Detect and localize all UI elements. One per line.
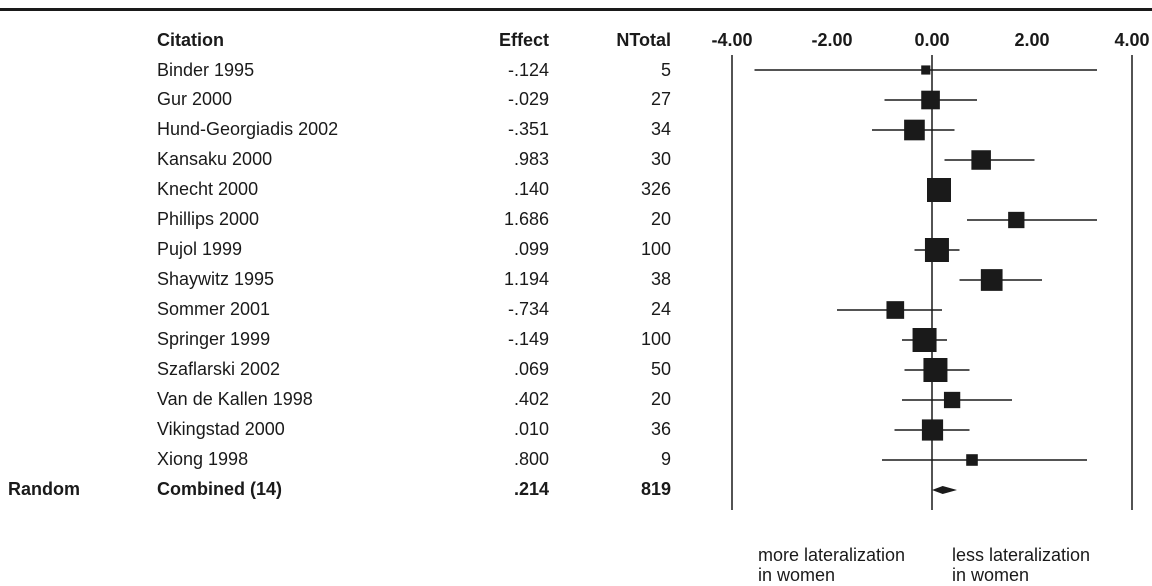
study-effect: -.029 <box>507 89 549 109</box>
study-effect: .010 <box>513 419 549 439</box>
study-effect: 1.194 <box>503 269 549 289</box>
study-ntotal: 9 <box>660 449 671 469</box>
study-citation: Vikingstad 2000 <box>157 419 285 439</box>
study-citation: Gur 2000 <box>157 89 233 109</box>
study-ntotal: 30 <box>650 149 671 169</box>
study-ntotal: 24 <box>650 299 671 319</box>
effect-marker <box>966 454 978 466</box>
study-citation: Springer 1999 <box>157 329 271 349</box>
study-ntotal: 34 <box>650 119 671 139</box>
annotation-left-line: in women <box>758 565 836 585</box>
study-ntotal: 100 <box>640 239 671 259</box>
study-effect: .099 <box>513 239 549 259</box>
study-effect: -.734 <box>507 299 549 319</box>
study-effect: -.124 <box>507 60 549 80</box>
study-citation: Phillips 2000 <box>157 209 260 229</box>
effect-marker <box>886 301 905 319</box>
study-ntotal: 50 <box>650 359 671 379</box>
study-citation: Binder 1995 <box>157 60 255 80</box>
study-effect: .800 <box>513 449 549 469</box>
study-citation: Pujol 1999 <box>157 239 243 259</box>
tick-label: -4.00 <box>711 30 753 50</box>
effect-marker <box>921 90 940 110</box>
effect-marker <box>923 358 948 382</box>
study-ntotal: 38 <box>650 269 671 289</box>
header-citation: Citation <box>157 30 224 50</box>
annotation-right-line: less lateralization <box>952 545 1091 565</box>
combined-citation: Combined (14) <box>157 479 283 499</box>
study-effect: -.149 <box>507 329 549 349</box>
study-effect: 1.686 <box>503 209 549 229</box>
annotation-left: more lateralization in women <box>758 545 905 585</box>
study-ntotal: 20 <box>650 389 671 409</box>
study-effect: -.351 <box>507 119 549 139</box>
top-rule <box>0 8 1152 11</box>
effect-marker <box>927 178 951 202</box>
effect-marker <box>921 65 931 75</box>
effect-marker <box>912 328 937 352</box>
annotation-right: less lateralization in women <box>952 545 1090 585</box>
study-ntotal: 5 <box>660 60 671 80</box>
study-citation: Xiong 1998 <box>157 449 249 469</box>
study-effect: .983 <box>513 149 549 169</box>
study-ntotal: 326 <box>640 179 671 199</box>
effect-marker <box>904 119 925 141</box>
study-ntotal: 27 <box>650 89 671 109</box>
effect-marker <box>921 419 944 441</box>
effect-marker <box>980 269 1003 291</box>
effect-marker <box>943 391 961 409</box>
combined-diamond <box>932 486 957 494</box>
annotation-right-line: in women <box>952 565 1030 585</box>
study-effect: .402 <box>513 389 549 409</box>
combined-effect: .214 <box>513 479 549 499</box>
tick-label: 2.00 <box>1014 30 1050 50</box>
study-citation: Sommer 2001 <box>157 299 271 319</box>
model-label: Random <box>8 479 80 499</box>
header-ntotal: NTotal <box>616 30 671 50</box>
study-citation: Knecht 2000 <box>157 179 259 199</box>
annotation-left-line: more lateralization <box>758 545 906 565</box>
study-ntotal: 36 <box>650 419 671 439</box>
study-citation: Van de Kallen 1998 <box>157 389 313 409</box>
effect-marker <box>924 238 949 262</box>
tick-label: -2.00 <box>811 30 853 50</box>
study-effect: .140 <box>513 179 549 199</box>
effect-marker <box>971 150 991 170</box>
study-effect: .069 <box>513 359 549 379</box>
effect-marker <box>1008 211 1025 229</box>
study-citation: Shaywitz 1995 <box>157 269 275 289</box>
study-ntotal: 20 <box>650 209 671 229</box>
study-citation: Kansaku 2000 <box>157 149 273 169</box>
study-citation: Szaflarski 2002 <box>157 359 281 379</box>
combined-ntotal: 819 <box>640 479 671 499</box>
tick-label: 4.00 <box>1114 30 1150 50</box>
tick-label: 0.00 <box>914 30 950 50</box>
header-effect: Effect <box>498 30 549 50</box>
study-ntotal: 100 <box>640 329 671 349</box>
study-citation: Hund-Georgiadis 2002 <box>157 119 339 139</box>
